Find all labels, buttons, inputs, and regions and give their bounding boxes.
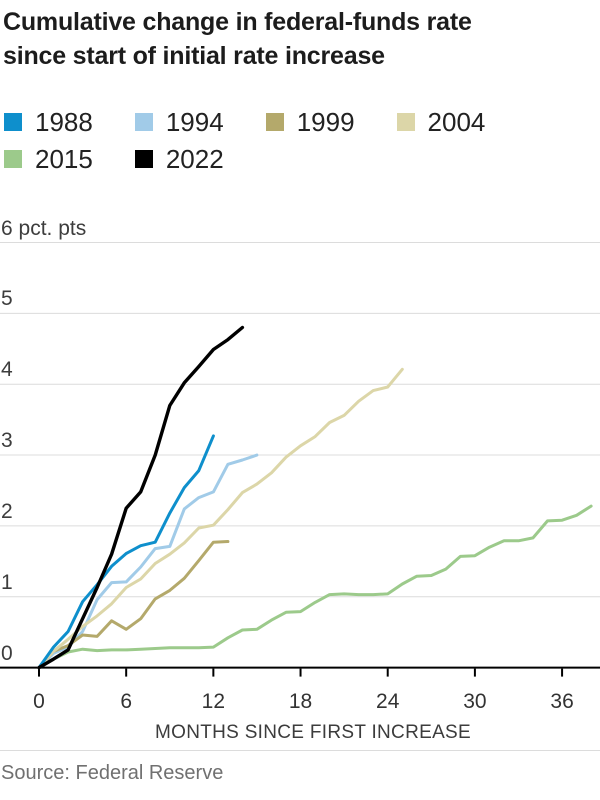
legend-label: 2022 — [165, 144, 224, 174]
legend-item-1999: 1999 — [265, 107, 355, 137]
x-tick-label-24: 24 — [376, 690, 400, 713]
legend-label: 1994 — [165, 107, 224, 137]
legend: 1988 1994 1999 2004 2015 2022 — [4, 108, 527, 173]
chart-title-line1: Cumulative change in federal-funds rate — [3, 8, 472, 36]
x-tick-label-12: 12 — [201, 690, 226, 713]
legend-swatch-icon — [396, 113, 415, 131]
legend-label: 2015 — [35, 144, 93, 174]
footer-divider — [0, 750, 600, 751]
legend-label: 1988 — [35, 107, 93, 137]
legend-row: 2015 2022 — [4, 145, 527, 173]
x-tick-label-30: 30 — [463, 690, 487, 713]
series-line-2015 — [37, 504, 593, 670]
x-tick-label-18: 18 — [288, 690, 313, 713]
y-tick-label-5: 5 — [1, 287, 13, 311]
source-note: Source: Federal Reserve — [1, 762, 224, 784]
legend-swatch-icon — [134, 113, 153, 131]
legend-swatch-icon — [4, 150, 22, 168]
series-line-2004 — [37, 367, 404, 670]
series-line-2022 — [37, 325, 245, 670]
y-tick-label-3: 3 — [1, 429, 13, 453]
x-axis-title: MONTHS SINCE FIRST INCREASE — [154, 722, 471, 743]
x-tick-label-36: 36 — [550, 690, 574, 713]
y-axis-unit-label: 6 pct. pts — [1, 217, 87, 240]
x-tick-label-6: 6 — [120, 690, 133, 713]
legend-row: 1988 1994 1999 2004 — [4, 108, 527, 136]
legend-swatch-icon — [265, 113, 284, 131]
y-tick-label-1: 1 — [1, 570, 13, 594]
y-tick-label-2: 2 — [1, 499, 13, 523]
legend-label: 2004 — [427, 107, 486, 137]
legend-swatch-icon — [4, 113, 22, 131]
x-tick-label-0: 0 — [33, 690, 45, 713]
legend-item-2022: 2022 — [134, 144, 224, 174]
legend-item-2004: 2004 — [396, 107, 486, 137]
legend-item-2015: 2015 — [4, 145, 93, 173]
series-line-1988 — [37, 434, 215, 670]
y-tick-label-0: 0 — [1, 641, 13, 665]
legend-item-1988: 1988 — [4, 108, 93, 136]
legend-label: 1999 — [296, 107, 355, 137]
chart-title: Cumulative change in federal-funds rate … — [3, 5, 597, 73]
chart-title-line2: since start of initial rate increase — [3, 42, 385, 70]
legend-swatch-icon — [134, 150, 153, 168]
y-tick-label-4: 4 — [1, 358, 13, 382]
legend-item-1994: 1994 — [134, 107, 224, 137]
